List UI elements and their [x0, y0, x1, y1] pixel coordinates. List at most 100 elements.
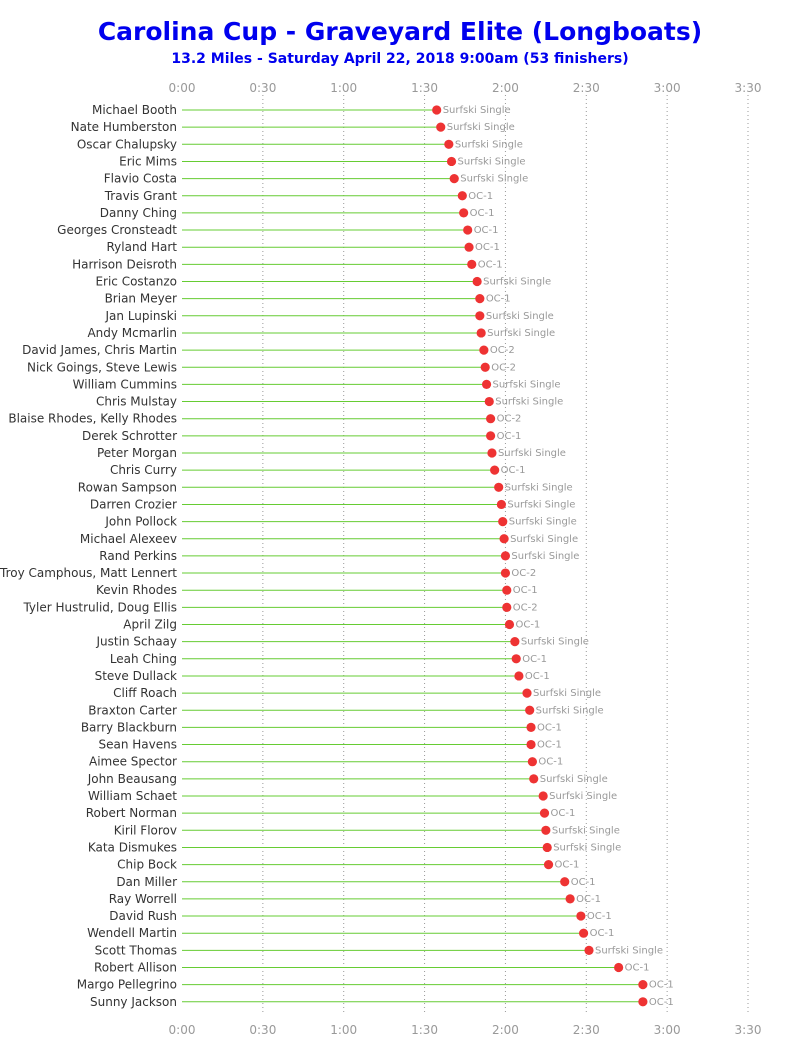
finisher-row: Cliff Roach Surfski Single — [113, 686, 601, 700]
x-tick-label-bottom: 0:30 — [249, 1023, 276, 1037]
finisher-dot — [522, 688, 532, 698]
finisher-name: Leah Ching — [110, 652, 177, 666]
finisher-row: Danny Ching OC-1 — [100, 206, 495, 220]
finisher-row: April Zilg OC-1 — [123, 618, 540, 632]
finisher-row: Oscar Chalupsky Surfski Single — [77, 137, 523, 151]
finisher-name: Robert Allison — [94, 961, 177, 975]
finisher-class-label: Surfski Single — [552, 825, 620, 836]
finisher-row: Justin Schaay Surfski Single — [96, 635, 589, 649]
finisher-class-label: Surfski Single — [521, 637, 589, 648]
finisher-dot — [539, 808, 550, 818]
finisher-name: Sean Havens — [99, 738, 178, 752]
finisher-name: Robert Norman — [86, 806, 177, 820]
finisher-row: Chip Bock OC-1 — [117, 858, 579, 872]
x-tick-label-bottom: 1:00 — [330, 1023, 357, 1037]
finisher-dot — [578, 928, 589, 938]
finisher-class-label: Surfski Single — [460, 174, 528, 185]
finisher-class-label: OC-1 — [525, 671, 550, 682]
finisher-row: Blaise Rhodes, Kelly Rhodes OC-2 — [8, 412, 521, 426]
finisher-row: William Schaet Surfski Single — [88, 789, 617, 803]
x-tick-label-bottom: 0:00 — [169, 1023, 196, 1037]
finisher-class-label: OC-1 — [571, 877, 596, 888]
finisher-row: John Beausang Surfski Single — [87, 772, 608, 786]
finisher-dot — [541, 825, 551, 835]
finisher-dot — [500, 551, 511, 561]
finisher-dot — [444, 139, 454, 149]
finisher-name: David Rush — [109, 909, 177, 923]
finisher-dot — [498, 517, 508, 527]
finisher-row: Travis Grant OC-1 — [104, 189, 493, 203]
finisher-name: Harrison Deisroth — [72, 257, 177, 271]
finisher-dot — [490, 465, 500, 475]
finisher-name: Eric Mims — [119, 154, 177, 168]
x-tick-label-top: 3:00 — [654, 81, 681, 95]
finisher-dot — [529, 774, 539, 784]
x-axis-bottom: 0:00 0:30 1:00 1:30 2:00 2:30 3:00 3:30 — [169, 1023, 762, 1037]
finisher-name: Dan Miller — [116, 875, 177, 889]
finisher-row: Brian Meyer OC-1 — [105, 292, 511, 306]
finisher-class-label: OC-1 — [551, 808, 576, 819]
finisher-row: John Pollock Surfski Single — [104, 515, 576, 529]
finisher-name: Rowan Sampson — [78, 480, 177, 494]
finisher-dot — [486, 431, 496, 441]
finisher-row: Braxton Carter Surfski Single — [88, 703, 603, 717]
finisher-row: Ryland Hart OC-1 — [106, 240, 499, 254]
finisher-class-label: Surfski Single — [540, 774, 608, 785]
finisher-dot — [486, 414, 496, 424]
finisher-dot — [449, 174, 459, 184]
finisher-row: Chris Curry OC-1 — [110, 463, 526, 477]
finisher-class-label: Surfski Single — [553, 842, 621, 853]
x-tick-label-top: 0:00 — [169, 81, 196, 95]
finisher-name: Margo Pellegrino — [77, 978, 177, 992]
finisher-class-label: OC-1 — [649, 997, 674, 1008]
finisher-class-label: Surfski Single — [507, 499, 575, 510]
x-tick-label-top: 2:30 — [573, 81, 600, 95]
finisher-row: David Rush OC-1 — [109, 909, 611, 923]
x-tick-label-bottom: 3:30 — [735, 1023, 762, 1037]
finisher-class-label: OC-2 — [491, 362, 516, 373]
finisher-dot — [494, 482, 504, 492]
finisher-row: Georges Cronsteadt OC-1 — [57, 223, 498, 237]
finisher-dot — [584, 945, 594, 955]
finisher-class-label: Surfski Single — [443, 105, 511, 116]
finisher-dot — [527, 757, 537, 767]
finisher-class-label: Surfski Single — [458, 156, 526, 167]
finisher-dot — [432, 105, 442, 115]
finisher-class-label: OC-1 — [515, 620, 540, 631]
x-tick-label-bottom: 3:00 — [654, 1023, 681, 1037]
finisher-dot — [565, 894, 575, 904]
finisher-class-label: Surfski Single — [498, 448, 566, 459]
finisher-dot — [500, 568, 511, 578]
finisher-row: Kata Dismukes Surfski Single — [88, 840, 621, 854]
finisher-name: Chip Bock — [117, 858, 177, 872]
x-axis-top: 0:00 0:30 1:00 1:30 2:00 2:30 3:00 3:30 — [169, 81, 762, 95]
finisher-dot — [459, 208, 469, 218]
finisher-row: Ray Worrell OC-1 — [109, 892, 601, 906]
finisher-row: Robert Norman OC-1 — [86, 806, 576, 820]
finisher-name: Nate Humberston — [71, 120, 177, 134]
finisher-name: Rand Perkins — [99, 549, 177, 563]
finisher-class-label: Surfski Single — [486, 311, 554, 322]
finisher-dot — [481, 379, 492, 389]
finisher-row: Flavio Costa Surfski Single — [104, 172, 528, 186]
finisher-class-label: Surfski Single — [549, 791, 617, 802]
finisher-dot — [463, 225, 473, 235]
finisher-class-label: Surfski Single — [595, 945, 663, 956]
finisher-row: Leah Ching OC-1 — [110, 652, 547, 666]
finisher-dot — [480, 362, 490, 372]
finisher-row: Harrison Deisroth OC-1 — [72, 257, 502, 271]
finisher-class-label: OC-1 — [486, 294, 511, 305]
finisher-row: Troy Camphous, Matt Lennert OC-2 — [0, 566, 536, 580]
finisher-name: Flavio Costa — [104, 172, 177, 186]
finisher-dot — [476, 328, 486, 338]
finisher-dot — [467, 259, 477, 269]
finisher-class-label: Surfski Single — [510, 534, 578, 545]
finisher-row: Kevin Rhodes OC-1 — [96, 583, 538, 597]
finisher-dot — [638, 997, 648, 1007]
finisher-dot — [464, 242, 474, 252]
finisher-dot — [543, 860, 554, 870]
finisher-name: Chris Curry — [110, 463, 177, 477]
finisher-class-label: OC-1 — [625, 963, 650, 974]
finisher-dot — [560, 877, 570, 887]
finisher-row: Dan Miller OC-1 — [116, 875, 595, 889]
